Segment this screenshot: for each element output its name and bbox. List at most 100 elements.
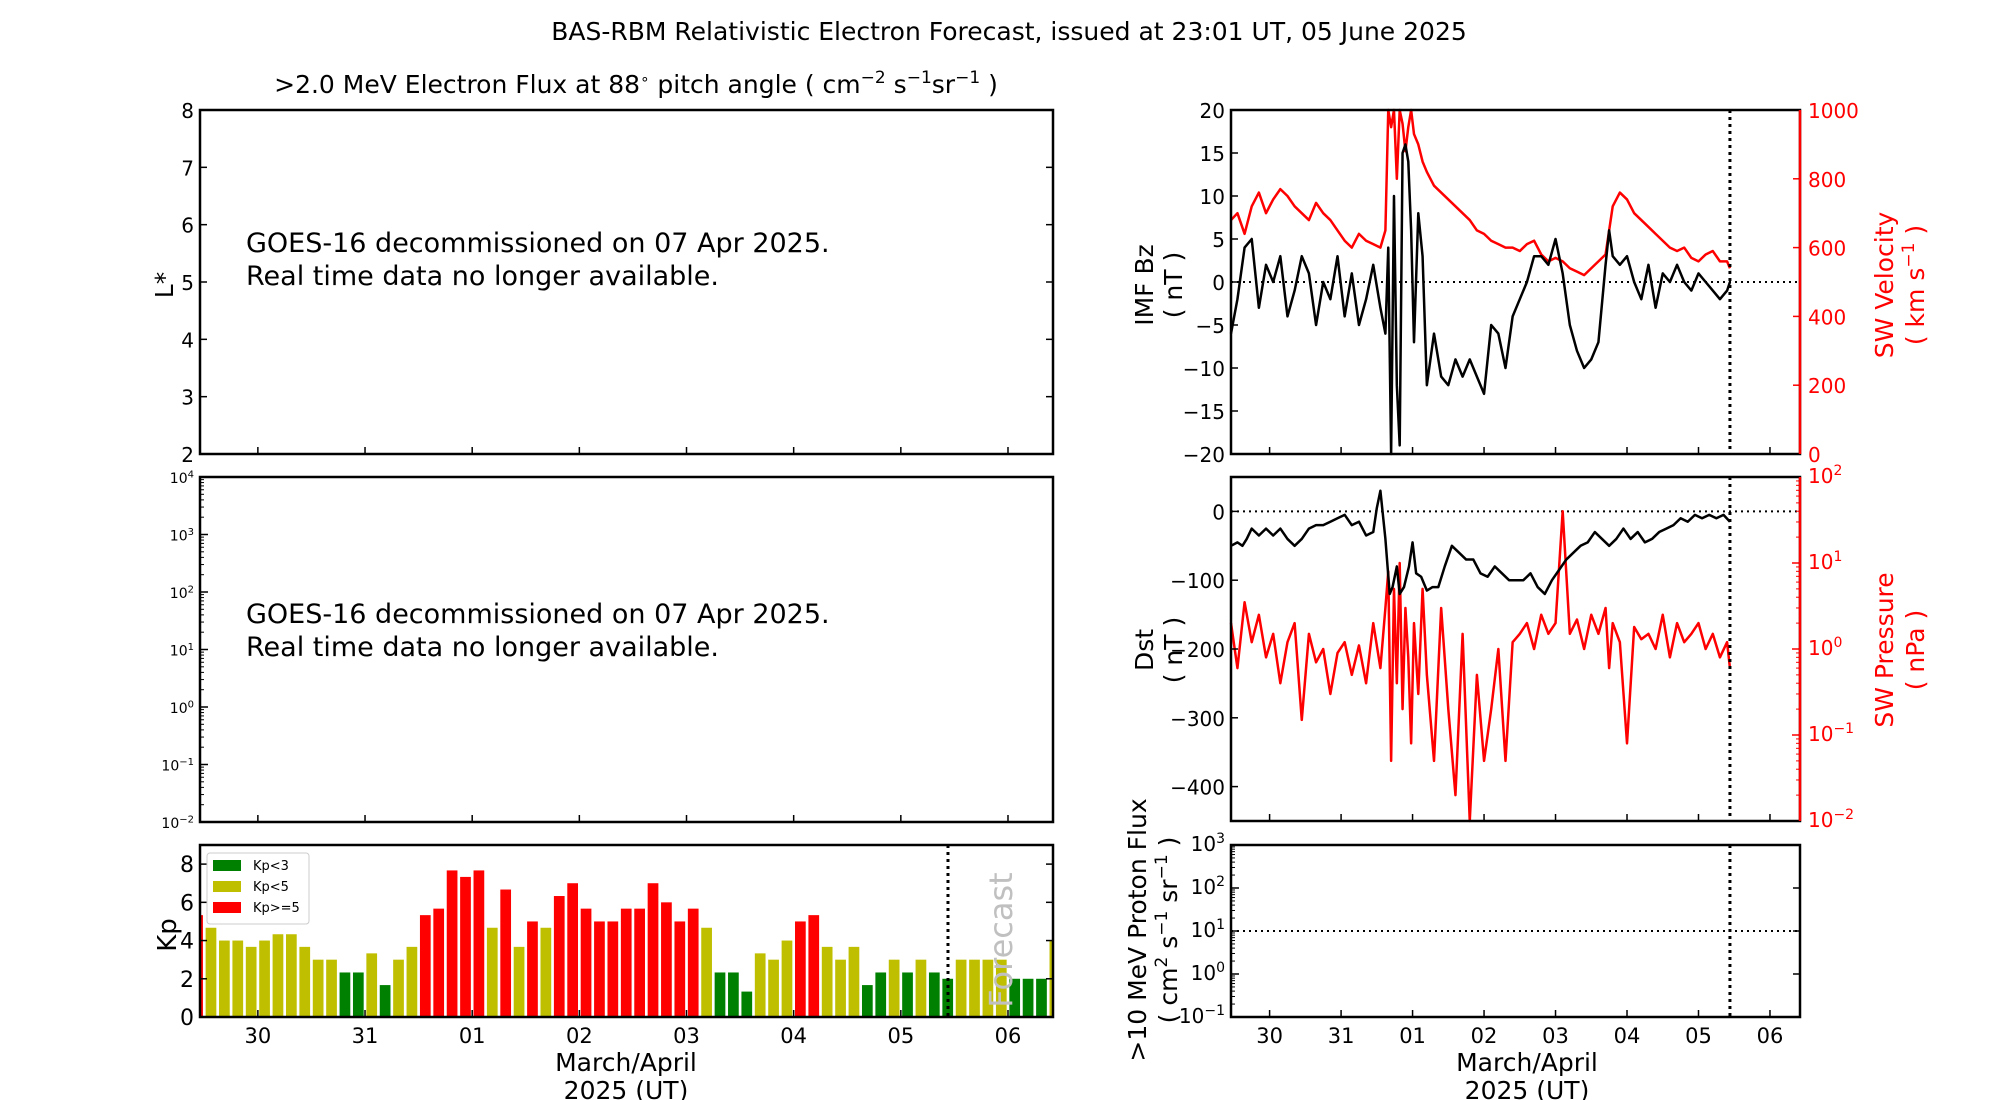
x-tick-label: 03: [673, 1024, 700, 1048]
kp-bar: [955, 959, 967, 1017]
y-tick-label: 7: [181, 156, 194, 180]
y-tick-label: 200: [1808, 374, 1846, 398]
bz-ylabel-line2: ( nT ): [1159, 252, 1188, 319]
legend-swatch-kp-ge5: [213, 902, 241, 913]
kp-bar: [299, 946, 311, 1017]
y-tick-label: 15: [1200, 142, 1225, 166]
y-tick-label: −200: [1170, 638, 1225, 662]
y-tick-label: 4: [181, 328, 194, 352]
kp-bar: [835, 959, 846, 1017]
y-tick-label: 103: [170, 527, 194, 545]
electron-flux-title: >2.0 MeV Electron Flux at 88∘ pitch angl…: [274, 68, 998, 99]
y-tick-label: 0: [1808, 443, 1821, 467]
dst-line: [1230, 489, 1731, 596]
dst-ylabel-line2: ( nT ): [1159, 617, 1188, 684]
kp-bar: [553, 896, 565, 1017]
kp-bar: [982, 959, 994, 1017]
y-tick-label: 103: [1191, 831, 1225, 856]
x-tick-label: 03: [1542, 1024, 1569, 1048]
imf-bz-line: [1229, 143, 1732, 456]
kp-bar: [942, 978, 954, 1017]
x-tick-label: 06: [995, 1024, 1022, 1048]
kp-bar: [594, 921, 605, 1017]
kp-legend: Kp<3 Kp<5 Kp>=5: [206, 852, 310, 925]
y-tick-label: 102: [1191, 874, 1225, 899]
x-tick-label: 01: [1399, 1024, 1426, 1048]
kp-bar: [285, 934, 297, 1017]
kp-bar: [460, 876, 471, 1017]
kp-bar: [1009, 978, 1021, 1017]
kp-bar: [661, 902, 672, 1017]
pressure-ylabel-line1: SW Pressure: [1870, 572, 1899, 727]
legend-swatch-kp-lt3: [213, 860, 241, 871]
x-tick-label: 06: [1757, 1024, 1784, 1048]
y-tick-label: 0: [180, 1006, 194, 1031]
kp-bar: [607, 921, 619, 1017]
y-tick-label: 0: [1212, 500, 1225, 524]
x-tick-label: 02: [1471, 1024, 1498, 1048]
kp-bar: [352, 972, 364, 1017]
legend-swatch-kp-lt5: [213, 881, 241, 892]
kp-bar: [902, 972, 913, 1017]
kp-bar: [714, 972, 726, 1017]
kp-bar: [232, 940, 244, 1017]
kp-bar: [406, 946, 418, 1017]
kp-bar: [821, 946, 833, 1017]
x-tick-label: 30: [244, 1024, 271, 1048]
kp-bar: [915, 959, 927, 1017]
y-tick-label: 6: [181, 214, 194, 238]
kp-bar: [446, 870, 458, 1017]
kp-bar: [875, 972, 887, 1017]
y-tick-label: 400: [1808, 305, 1846, 329]
y-tick-label: 100: [1191, 960, 1225, 985]
velocity-ylabel-line1: SW Velocity: [1870, 211, 1899, 358]
legend-label-kp-ge5: Kp>=5: [253, 901, 300, 916]
dst-ylabel-line1: Dst: [1130, 629, 1159, 671]
proton-ylabel-line1: >10 MeV Proton Flux: [1123, 798, 1152, 1061]
y-tick-label: 4: [180, 930, 194, 955]
y-tick-label: 10−1: [1179, 1003, 1225, 1028]
legend-label-kp-lt3: Kp<3: [253, 859, 289, 874]
y-tick-label: 100: [170, 699, 194, 717]
kp-bar: [620, 908, 632, 1017]
kp-bar: [741, 991, 753, 1017]
kp-bar: [339, 972, 351, 1017]
kp-bar: [540, 927, 552, 1017]
right-xlabel-line2: 2025 (UT): [1465, 1076, 1590, 1100]
kp-bar: [219, 940, 230, 1017]
proton-axes-frame: [1229, 843, 1802, 1019]
y-tick-label: 10−1: [1808, 721, 1854, 746]
y-tick-label: 100: [1808, 635, 1842, 660]
proton-ylabel-line2: ( cm2 s−1 sr−1 ): [1152, 837, 1183, 1024]
y-tick-label: 2: [180, 968, 194, 993]
y-tick-label: −100: [1170, 569, 1225, 593]
kp-bar: [419, 915, 431, 1017]
dst-axes-frame: [1229, 475, 1802, 823]
y-tick-label: −10: [1183, 357, 1225, 381]
logflux-message-line2: Real time data no longer available.: [246, 632, 719, 663]
y-tick-label: 101: [170, 642, 194, 660]
kp-bar: [861, 985, 873, 1017]
kp-bar: [473, 870, 485, 1017]
y-tick-label: 2: [181, 443, 194, 467]
kp-bar: [995, 959, 1007, 1017]
kp-bar: [674, 921, 686, 1017]
kp-bar: [701, 927, 712, 1017]
kp-bar: [728, 972, 739, 1017]
left-xlabel-line1: March/April: [555, 1048, 697, 1077]
kp-bar: [205, 927, 217, 1017]
y-tick-label: 6: [180, 891, 194, 916]
y-tick-label: 3: [181, 386, 194, 410]
sw-velocity-line: [1230, 108, 1732, 277]
y-tick-label: 8: [181, 99, 194, 123]
lstar-axes-frame: [198, 108, 1055, 456]
kp-bar: [567, 883, 579, 1017]
forecast-label: Forecast: [982, 872, 1020, 1007]
kp-bar: [312, 959, 324, 1017]
x-tick-label: 30: [1256, 1024, 1283, 1048]
kp-bar: [808, 915, 820, 1017]
kp-bar: [848, 946, 860, 1017]
